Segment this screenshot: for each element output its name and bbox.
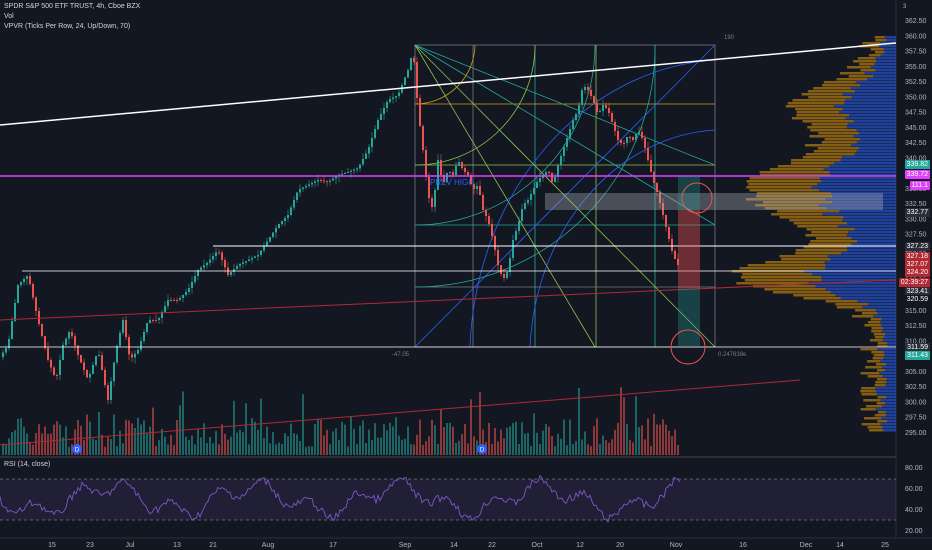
- time-tick: 17: [329, 542, 337, 549]
- resistance-zone[interactable]: [545, 193, 883, 210]
- vol-title: Vol: [4, 13, 14, 20]
- time-tick: 13: [173, 542, 181, 549]
- price-label: 327.07: [904, 260, 930, 269]
- svg-text:D: D: [480, 448, 485, 454]
- rsi-legend[interactable]: RSI (14, close): [4, 461, 54, 468]
- price-tick: 305.00: [905, 369, 927, 376]
- price-label: 311.59: [905, 343, 930, 352]
- time-tick: 23: [86, 542, 94, 549]
- rsi-tick-20: 20.00: [905, 528, 923, 535]
- price-label: 323.41: [904, 287, 930, 296]
- price-tick: 330.00: [905, 216, 927, 223]
- vol-legend[interactable]: Vol: [4, 13, 18, 20]
- rsi-tick-40: 40.00: [905, 507, 923, 514]
- price-axis-corner: 3: [903, 4, 907, 10]
- rsi-tick-60: 60.00: [905, 486, 923, 493]
- price-tick: 347.50: [905, 110, 927, 117]
- fib-right-label: 0.247638e: [718, 352, 747, 358]
- red-channel-line[interactable]: [0, 279, 897, 321]
- price-tick: 342.50: [905, 140, 927, 147]
- rsi-axis[interactable]: 80.00 60.00 40.00 20.00: [905, 465, 923, 535]
- time-tick: 12: [576, 542, 584, 549]
- vpvr-title: VPVR (Ticks Per Row, 24, Up/Down, 70): [4, 23, 131, 30]
- projection-teal-top[interactable]: [678, 176, 700, 210]
- price-label: 332.77: [904, 208, 930, 217]
- price-label: 339.82: [904, 160, 930, 169]
- time-tick: Jul: [126, 542, 135, 549]
- volume-bars: [2, 387, 679, 455]
- fib-left-label: -47.05: [392, 352, 410, 358]
- projection-red[interactable]: [678, 210, 700, 288]
- symbol-title: SPDR S&P 500 ETF TRUST, 4h, Cboe BZX: [4, 3, 141, 10]
- price-tick: 350.00: [905, 94, 927, 101]
- price-tick: 300.00: [905, 399, 927, 406]
- rsi-line: [0, 474, 681, 523]
- price-label: 324.20: [904, 268, 930, 277]
- price-tick: 357.50: [905, 49, 927, 56]
- projection-teal-bottom[interactable]: [678, 288, 700, 346]
- price-tick: 297.50: [905, 415, 927, 422]
- vpvr-legend[interactable]: VPVR (Ticks Per Row, 24, Up/Down, 70): [4, 23, 134, 30]
- time-tick: Sep: [399, 542, 412, 549]
- target-circle-lower[interactable]: [670, 329, 706, 365]
- time-tick: 14: [836, 542, 844, 549]
- price-tick: 302.50: [905, 384, 927, 391]
- price-tick: 315.00: [905, 308, 927, 315]
- price-tick: 362.50: [905, 18, 927, 25]
- rsi-tick-80: 80.00: [905, 465, 923, 472]
- time-tick: 16: [739, 542, 747, 549]
- price-candles[interactable]: [2, 56, 679, 405]
- price-axis[interactable]: 362.50 360.00 357.50 355.00 352.50 350.00 347.…: [905, 18, 927, 437]
- time-tick: 14: [450, 542, 458, 549]
- price-tick: 340.00: [905, 155, 927, 162]
- time-tick: 20: [616, 542, 624, 549]
- price-tick: 332.50: [905, 201, 927, 208]
- rsi-band: [0, 479, 896, 520]
- time-tick: Oct: [532, 542, 543, 549]
- prev-high-label: PREV HIGH: [430, 178, 474, 187]
- price-tick: 352.50: [905, 79, 927, 86]
- price-label: 327.23: [904, 242, 930, 251]
- price-label: 320.59: [904, 295, 930, 304]
- price-tick: 327.50: [905, 232, 927, 239]
- price-tick: 345.00: [905, 125, 927, 132]
- time-tick: Dec: [800, 542, 813, 549]
- price-label: 02:39:27: [898, 278, 930, 287]
- red-lower-trend-line[interactable]: [0, 379, 801, 446]
- price-label: 327.18: [904, 252, 930, 261]
- volume-profile: [731, 36, 896, 432]
- time-tick: 15: [48, 542, 56, 549]
- price-tick: 295.00: [905, 430, 927, 437]
- time-tick: 25: [881, 542, 889, 549]
- price-tick: 355.00: [905, 64, 927, 71]
- time-tick: Nov: [670, 542, 683, 549]
- time-tick: 22: [488, 542, 496, 549]
- target-circle-upper[interactable]: [681, 182, 713, 214]
- price-tick: 312.50: [905, 323, 927, 330]
- price-label: 339.72: [904, 170, 930, 179]
- svg-text:D: D: [75, 448, 80, 454]
- fib-top-label: 190: [724, 35, 735, 41]
- price-tick: 310.00: [905, 338, 927, 345]
- upper-trend-line[interactable]: [0, 42, 897, 126]
- time-tick: Aug: [262, 542, 275, 549]
- price-label: 311.43: [905, 351, 930, 360]
- dividend-marker-1[interactable]: D: [72, 444, 82, 454]
- time-axis[interactable]: 15 23 Jul 13 21 Aug 17 Sep 14 22 Oct 12 20 Nov 16 Dec 14…: [48, 542, 889, 549]
- price-pane[interactable]: [0, 0, 896, 456]
- price-label: 111.1: [909, 181, 930, 190]
- price-tick: 360.00: [905, 33, 927, 40]
- symbol-legend[interactable]: SPDR S&P 500 ETF TRUST, 4h, Cboe BZX: [4, 3, 144, 10]
- rsi-title: RSI (14, close): [4, 461, 51, 468]
- time-tick: 21: [209, 542, 217, 549]
- dividend-marker-2[interactable]: D: [477, 444, 487, 454]
